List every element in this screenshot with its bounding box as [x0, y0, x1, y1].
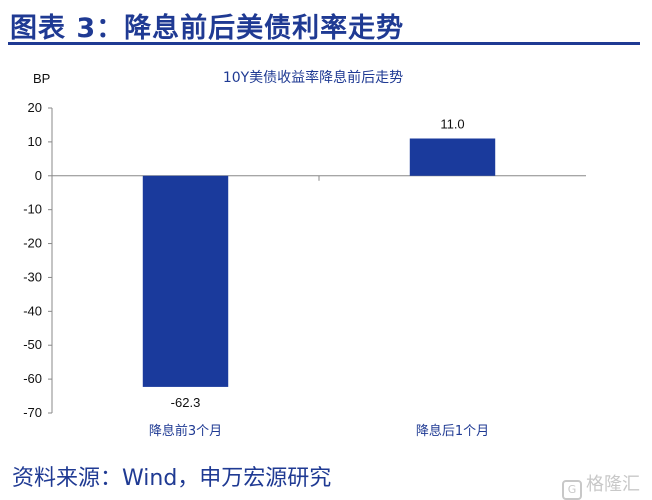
data-label: -62.3	[171, 395, 201, 410]
y-axis-unit: BP	[33, 71, 50, 86]
watermark: G 格隆汇	[562, 470, 640, 500]
y-tick-label: -10	[23, 202, 42, 217]
y-tick-label: -60	[23, 371, 42, 386]
y-tick-label: -40	[23, 303, 42, 318]
data-label: 11.0	[440, 117, 464, 132]
data-labels: -62.3 降息前3个月 11.0 降息后1个月	[149, 117, 489, 440]
figure-title: 图表 3：降息前后美债利率走势	[10, 13, 405, 44]
source-note: 资料来源：Wind，申万宏源研究	[12, 466, 332, 491]
bar	[409, 138, 496, 176]
bars	[142, 138, 496, 387]
title-rule	[8, 42, 640, 45]
y-tick-label: 20	[28, 100, 42, 115]
watermark-logo-icon: G	[562, 480, 582, 500]
y-tick-label: -50	[23, 337, 42, 352]
axes: 20 10 0 -10 -20 -30 -40 -50 -60 -70	[23, 100, 586, 420]
x-category-label: 降息后1个月	[416, 423, 489, 439]
watermark-text: 格隆汇	[586, 474, 640, 495]
y-tick-label: -20	[23, 236, 42, 251]
x-category-label: 降息前3个月	[149, 423, 222, 439]
y-tick-label: 0	[35, 168, 42, 183]
y-tick-label: -70	[23, 405, 42, 420]
bar	[142, 175, 229, 387]
chart-title: 10Y美债收益率降息前后走势	[223, 69, 403, 86]
y-tick-label: 10	[28, 134, 42, 149]
y-tick-label: -30	[23, 269, 42, 284]
